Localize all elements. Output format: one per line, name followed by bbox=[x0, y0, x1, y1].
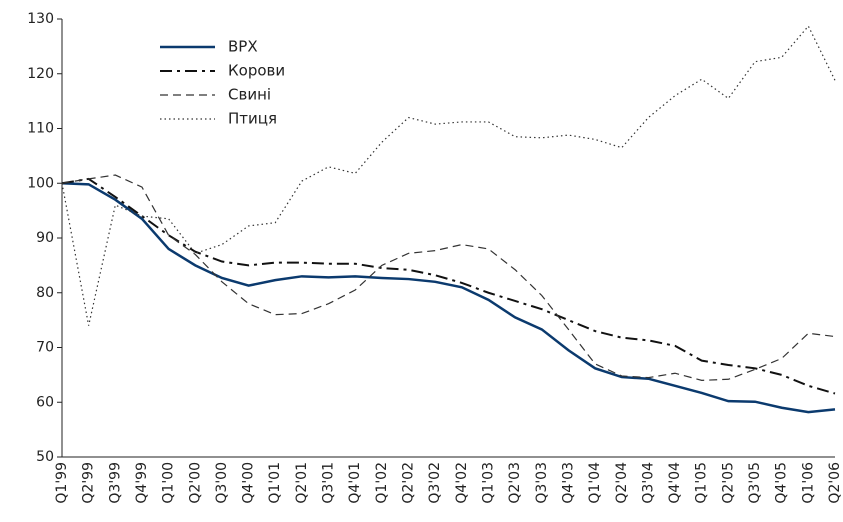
line-series bbox=[61, 174, 836, 381]
x-tick-label: Q1'02 bbox=[374, 462, 390, 504]
x-tick-label: Q4'99 bbox=[134, 462, 150, 504]
x-tick-label: Q4'05 bbox=[774, 462, 790, 504]
y-tick-label: 100 bbox=[27, 175, 54, 191]
legend-label: Птиця bbox=[228, 110, 277, 128]
x-tick-label: Q3'04 bbox=[640, 462, 656, 504]
x-tick-label: Q2'02 bbox=[401, 462, 417, 504]
x-tick-label: Q1'00 bbox=[161, 462, 177, 504]
x-tick-label: Q4'00 bbox=[241, 462, 257, 504]
x-tick-label: Q2'03 bbox=[507, 462, 523, 504]
x-tick-label: Q3'02 bbox=[427, 462, 443, 504]
x-tick-label: Q1'05 bbox=[694, 462, 710, 504]
legend-label: Свині bbox=[228, 86, 271, 104]
line-series bbox=[61, 182, 836, 414]
line-series bbox=[61, 25, 836, 326]
y-tick-label: 90 bbox=[36, 230, 54, 246]
y-tick-label: 80 bbox=[36, 285, 54, 301]
x-tick-label: Q1'99 bbox=[54, 462, 70, 504]
x-tick-label: Q4'01 bbox=[347, 462, 363, 504]
x-tick-label: Q3'05 bbox=[747, 462, 763, 504]
x-tick-label: Q2'99 bbox=[81, 462, 97, 504]
x-tick-label: Q3'01 bbox=[321, 462, 337, 504]
x-tick-label: Q4'02 bbox=[454, 462, 470, 504]
x-tick-label: Q1'06 bbox=[800, 462, 816, 504]
x-tick-label: Q2'00 bbox=[187, 462, 203, 504]
legend-label: Корови bbox=[228, 62, 285, 80]
x-tick-label: Q1'04 bbox=[587, 462, 603, 504]
x-tick-label: Q4'03 bbox=[560, 462, 576, 504]
y-tick-label: 60 bbox=[36, 394, 54, 410]
x-tick-label: Q3'00 bbox=[214, 462, 230, 504]
y-tick-label: 120 bbox=[27, 66, 54, 82]
x-tick-label: Q3'03 bbox=[534, 462, 550, 504]
y-tick-label: 130 bbox=[27, 11, 54, 27]
x-tick-label: Q2'06 bbox=[827, 462, 843, 504]
line-series bbox=[61, 177, 836, 395]
x-tick-label: Q3'99 bbox=[107, 462, 123, 504]
x-tick-label: Q2'01 bbox=[294, 462, 310, 504]
y-tick-label: 70 bbox=[36, 340, 54, 356]
x-tick-label: Q2'05 bbox=[720, 462, 736, 504]
x-tick-label: Q1'03 bbox=[480, 462, 496, 504]
y-tick-label: 110 bbox=[27, 121, 54, 137]
x-tick-label: Q2'04 bbox=[614, 462, 630, 504]
y-tick-label: 50 bbox=[36, 449, 54, 465]
x-tick-label: Q4'04 bbox=[667, 462, 683, 504]
x-tick-label: Q1'01 bbox=[267, 462, 283, 504]
legend-label: ВРХ bbox=[228, 38, 258, 56]
